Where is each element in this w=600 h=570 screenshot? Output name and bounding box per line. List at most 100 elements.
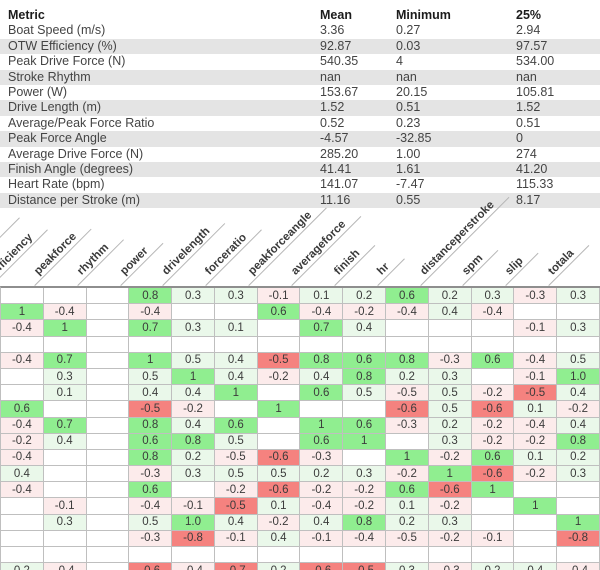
heatmap-cell: -0.2 (257, 514, 301, 531)
heatmap-cell: 1 (514, 498, 558, 515)
heatmap-cell (86, 530, 130, 547)
heatmap-column-label-totala: totala (539, 236, 590, 286)
p25-cell: 115.33 (516, 177, 554, 192)
heatmap-cell (172, 482, 215, 499)
heatmap-cell: 0.6 (343, 417, 387, 434)
heatmap-cell (1, 547, 44, 564)
heatmap-cell (1, 498, 44, 515)
heatmap-cell (86, 417, 130, 434)
minimum-cell: -7.47 (396, 177, 425, 192)
heatmap-cell: 0.4 (300, 368, 344, 386)
metrics-table-row: OTW Efficiency (%) 92.87 0.03 97.57 (0, 38, 600, 55)
heatmap-cell: 0.3 (428, 368, 472, 386)
metric-cell: Distance per Stroke (m) (0, 192, 320, 209)
heatmap-cell: 0.3 (557, 320, 600, 337)
heatmap-cell: 1 (43, 320, 87, 337)
heatmap-cell (43, 482, 87, 499)
heatmap-cell: -0.4 (386, 304, 429, 321)
heatmap-cell: -0.4 (1, 417, 44, 434)
heatmap-cell (86, 547, 130, 564)
mean-cell: 141.07 (320, 177, 359, 192)
heatmap-cell: 0.8 (557, 433, 600, 450)
mean-cell: 41.41 (320, 162, 396, 178)
heatmap-cell: 0.4 (428, 304, 472, 321)
heatmap-column-label-spm: spm (453, 240, 499, 286)
minimum-cell: 0.27 (396, 23, 421, 38)
heatmap-cell: 0.2 (557, 449, 600, 467)
metric-cell: Average/Peak Force Ratio (8, 115, 155, 130)
heatmap-cell: -0.8 (557, 530, 600, 547)
heatmap-cell: -0.1 (514, 368, 558, 386)
header-25pct: 25% (516, 8, 542, 22)
heatmap-cell (43, 466, 87, 483)
heatmap-cell (86, 336, 130, 353)
heatmap-cell: 0.2 (343, 288, 387, 305)
metric-cell: Peak Drive Force (N) (8, 54, 126, 69)
heatmap-cell: 0.6 (1, 401, 44, 418)
heatmap-cell: 0.2 (471, 563, 515, 570)
mean-cell: 3.36 (320, 23, 345, 38)
heatmap-cell (172, 336, 215, 353)
heatmap-cell: -0.1 (300, 530, 344, 547)
mean-cell: 540.35 (320, 54, 359, 69)
heatmap-cell: -0.4 (43, 563, 87, 570)
heatmap-cell (43, 288, 87, 305)
heatmap-cell: -0.4 (172, 563, 215, 570)
heatmap-cell: -0.5 (214, 449, 258, 467)
mean-cell: 285.20 (320, 146, 359, 161)
mean-cell: -4.57 (320, 131, 396, 147)
heatmap-cell: -0.5 (343, 563, 387, 570)
heatmap-cell (86, 449, 130, 467)
heatmap-cell (514, 514, 558, 531)
heatmap-cell: 0.5 (214, 433, 258, 450)
heatmap-cell: -0.5 (386, 530, 429, 547)
heatmap-cell (471, 514, 515, 531)
heatmap-cell: 0.7 (300, 320, 344, 337)
metric-cell: Power (W) (8, 85, 68, 100)
heatmap-cell (1, 530, 44, 547)
heatmap-cell: 0.3 (43, 368, 87, 386)
heatmap-cell (471, 547, 515, 564)
heatmap-cell (1, 288, 44, 305)
heatmap-cell (1, 514, 44, 531)
heatmap-cell: 0.4 (300, 514, 344, 531)
heatmap-cell: 1 (1, 304, 44, 321)
heatmap-cell: 0.2 (386, 368, 429, 386)
heatmap-cell: 0.1 (300, 288, 344, 305)
heatmap-cell: 0.3 (172, 466, 215, 483)
metrics-header-row: Metric Mean Minimum 25% (0, 8, 600, 23)
heatmap-cell: 0.4 (214, 368, 258, 386)
heatmap-cell: 0.1 (214, 320, 258, 337)
heatmap-cell: -0.6 (471, 401, 515, 418)
heatmap-cell: 0.5 (557, 352, 600, 369)
minimum-cell: 4 (396, 54, 403, 69)
heatmap-cell: -0.6 (428, 482, 472, 499)
minimum-cell: 0.51 (396, 100, 516, 116)
heatmap-cell: -0.6 (386, 401, 429, 418)
metrics-table-row: Boat Speed (m/s) 3.36 0.27 2.94 (0, 23, 600, 38)
metric-cell: Finish Angle (degrees) (0, 162, 320, 178)
heatmap-cell: 0.1 (514, 401, 558, 418)
mean-cell: 153.67 (320, 85, 359, 100)
heatmap-cell: -0.2 (471, 417, 515, 434)
minimum-cell: 1.61 (396, 162, 516, 178)
heatmap-cell (471, 368, 515, 386)
heatmap-cell (514, 482, 558, 499)
heatmap-cell (257, 385, 301, 402)
heatmap-cell: -0.5 (129, 401, 173, 418)
heatmap-cell: 0.4 (129, 385, 173, 402)
heatmap-cell: 0.3 (172, 320, 215, 337)
heatmap-cell: 0.3 (428, 514, 472, 531)
heatmap-cell (557, 547, 600, 564)
heatmap-cell (386, 433, 429, 450)
metrics-table-row: Average/Peak Force Ratio 0.52 0.23 0.51 (0, 116, 600, 131)
heatmap-cell (86, 352, 130, 369)
heatmap-cell: 0.3 (557, 288, 600, 305)
mean-cell: 92.87 (320, 38, 396, 55)
heatmap-cell: -0.2 (1, 433, 44, 450)
metrics-table-row: Stroke Rhythm nan nan nan (0, 69, 600, 86)
heatmap-cell: 0.4 (343, 320, 387, 337)
heatmap-cell (514, 547, 558, 564)
heatmap-cell: 1 (386, 449, 429, 467)
